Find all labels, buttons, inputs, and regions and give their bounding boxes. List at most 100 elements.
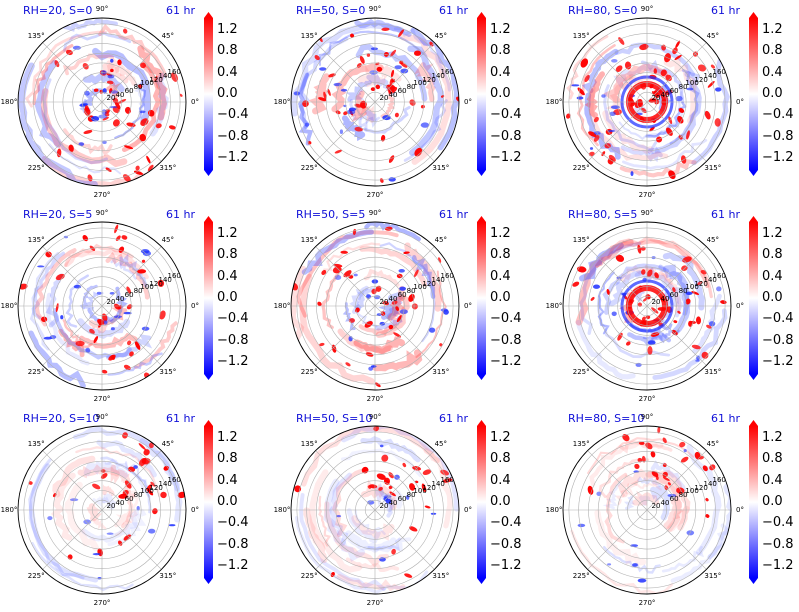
angle-tick-label: 270°	[366, 599, 384, 607]
angle-tick-label: 270°	[366, 395, 384, 403]
angle-tick-label: 225°	[300, 571, 318, 580]
field-band	[423, 448, 453, 529]
field-band	[340, 448, 422, 478]
convective-cell	[657, 426, 661, 434]
field-band	[588, 85, 669, 161]
convective-cell	[702, 465, 708, 472]
field-band	[323, 242, 381, 271]
colorbar-tick-label: −0.8	[762, 536, 794, 552]
convective-cell	[637, 457, 643, 463]
convective-cell	[415, 480, 419, 484]
convective-cell	[108, 354, 116, 361]
angle-tick-label: 45°	[434, 32, 448, 41]
radius-tick-label: 60	[397, 290, 407, 299]
convective-cell	[662, 476, 670, 481]
radius-tick-label: 160	[712, 272, 726, 281]
convective-cell	[588, 131, 597, 137]
colorbar-tick-label: −0.8	[217, 332, 249, 348]
downdraft-cell	[103, 320, 108, 325]
angular-gridline	[374, 305, 435, 366]
field-band	[399, 34, 452, 165]
angle-tick-label: 315°	[159, 571, 177, 580]
convective-cell	[123, 534, 132, 541]
convective-cell	[102, 116, 109, 121]
angle-tick-label: 0°	[464, 302, 472, 310]
convective-cell	[572, 281, 580, 287]
field-band	[34, 59, 61, 148]
downdraft-cell	[716, 286, 722, 292]
radius-tick-label: 80	[678, 83, 688, 91]
angle-tick-label: 90°	[640, 209, 654, 217]
angular-gridline	[315, 246, 376, 307]
convective-cell	[649, 126, 655, 132]
angle-tick-label: 225°	[27, 571, 45, 580]
downdraft-cell	[593, 284, 600, 289]
angular-gridline	[587, 42, 648, 103]
downdraft-cell	[406, 494, 410, 500]
radius-tick-label: 20	[379, 94, 389, 103]
panel-title: RH=80, S=10	[568, 412, 645, 425]
colorbar	[204, 12, 213, 176]
colorbar-gradient	[204, 222, 213, 374]
field-band	[615, 480, 639, 506]
convective-cell	[101, 369, 108, 374]
colorbar-tick-label: −1.2	[490, 558, 522, 573]
convective-cell	[678, 107, 685, 114]
field-band	[301, 229, 374, 275]
convective-cell	[422, 469, 432, 476]
downdraft-cell	[353, 273, 358, 277]
radius-tick-label: 140	[158, 71, 172, 80]
field-band	[75, 446, 161, 498]
colorbar-extend-bottom	[749, 374, 758, 380]
field-band	[345, 557, 400, 573]
field-band	[18, 62, 98, 186]
radius-tick-label: 160	[167, 68, 181, 77]
field-band	[73, 426, 180, 492]
convective-cell	[115, 235, 121, 241]
angle-tick-label: 135°	[572, 32, 590, 41]
colorbar	[204, 420, 213, 584]
convective-cell	[588, 151, 595, 157]
angular-gridline	[42, 509, 103, 570]
radius-tick-label: 100	[140, 79, 154, 88]
field-band	[81, 509, 140, 543]
colorbar-tick-label: 0.4	[217, 268, 238, 284]
radius-tick-label: 60	[397, 86, 407, 95]
convective-cell	[590, 296, 595, 301]
field-band	[309, 469, 362, 573]
angle-tick-label: 270°	[93, 599, 111, 607]
convective-cell	[402, 462, 407, 468]
colorbar-tick-label: 0.0	[490, 290, 511, 305]
angle-tick-label: 135°	[300, 32, 318, 41]
polar-plot	[290, 221, 460, 391]
field-band	[80, 88, 105, 106]
convective-cell	[100, 473, 108, 479]
downdraft-cell	[399, 286, 406, 291]
field-band	[358, 104, 376, 123]
convective-cell	[380, 311, 386, 316]
downdraft-cell	[443, 309, 449, 315]
field-band	[391, 489, 404, 510]
field-band	[45, 292, 90, 366]
field-band	[597, 271, 615, 335]
angular-gridline	[646, 450, 707, 511]
downdraft-cell	[685, 291, 693, 295]
panel-title: RH=20, S=0	[23, 4, 93, 17]
convective-cell	[354, 126, 363, 132]
convective-cell	[179, 93, 183, 97]
panel-time-label: 61 hr	[166, 4, 195, 17]
convective-cell	[321, 270, 327, 275]
field-band	[78, 332, 138, 349]
field-band	[355, 43, 428, 102]
field-band	[647, 71, 702, 155]
convective-cell	[440, 469, 449, 476]
convective-cell	[615, 254, 625, 262]
downdraft-cell	[78, 142, 85, 146]
field-band	[602, 110, 654, 154]
convective-cell	[671, 329, 678, 336]
field-band	[31, 251, 66, 320]
convective-cell	[697, 64, 707, 72]
colorbar-tick-label: 0.0	[762, 290, 783, 305]
angle-tick-label: 90°	[95, 5, 109, 13]
colorbar	[204, 216, 213, 380]
